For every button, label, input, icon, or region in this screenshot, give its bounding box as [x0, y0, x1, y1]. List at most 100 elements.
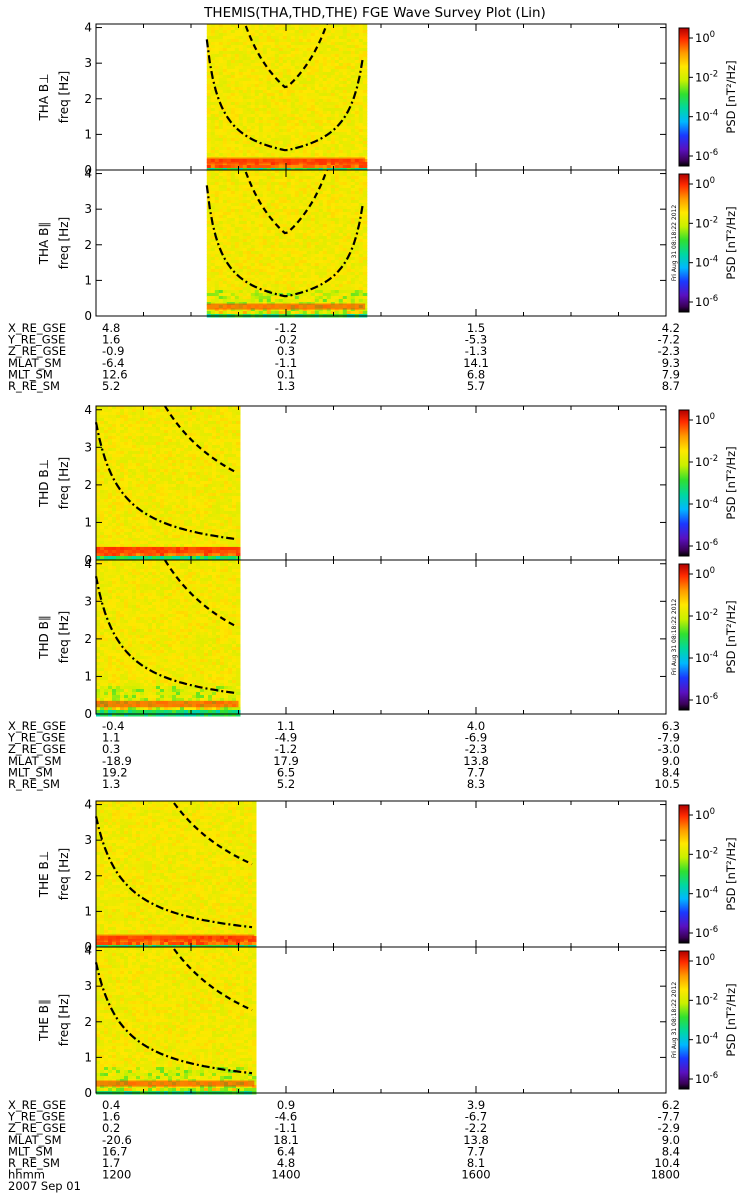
ephemeris-value: -5.3: [465, 333, 487, 347]
colorbar-tick-label: 100: [695, 566, 715, 581]
low-freq-band: [96, 934, 255, 941]
guide-curve-dashdot: [94, 962, 253, 1075]
ephemeris-value: 7.7: [467, 1144, 485, 1158]
ephemeris-value: 1.3: [102, 777, 120, 791]
ephemeris-value: -1.2: [275, 321, 297, 335]
y-tick-label: 0: [84, 940, 92, 954]
panel-thd-0: 0 1 2 3 4 THD B⊥ freq [Hz] 100 10-2 10-4 10-6 PSD […: [37, 403, 738, 567]
ephemeris-value: 4.0: [467, 719, 485, 733]
ephemeris-table: X_RE_GSE 0.4 0.9 3.9 6.2Y_RE_GSE 1.6 -4.6 -6.7-…: [7, 1098, 680, 1193]
colorbar-tick-label: 10-2: [695, 69, 718, 84]
y-tick-label: 2: [84, 869, 92, 883]
ephemeris-table: X_RE_GSE 4.8 -1.2 1.5 4.2 Y_RE_GSE 1.6 -0.2 -5.3…: [7, 321, 680, 393]
ephemeris-label: X_RE_GSE: [8, 321, 66, 335]
y-tick-label: 2: [84, 1015, 92, 1029]
colorbar-scale: [678, 173, 690, 313]
chart-tha: 0 1 2 3 4 THA B⊥ freq [Hz] 100 10-2 10-4 10-6 PSD […: [7, 21, 738, 393]
ephemeris-value: -0.4: [102, 719, 124, 733]
ephemeris-value: 5.7: [467, 379, 485, 393]
ephemeris-value: 4.8: [102, 321, 120, 335]
ephemeris-value: -2.9: [658, 1121, 680, 1135]
colorbar: 100 10-2 10-4 10-6 PSD [nT²/Hz]: [678, 563, 738, 711]
panel-tha-0: 0 1 2 3 4 THA B⊥ freq [Hz] 100 10-2 10-4 10-6 PSD […: [37, 21, 738, 177]
ephemeris-label: Z_RE_GSE: [8, 1121, 66, 1135]
ephemeris-label: Y_RE_GSE: [7, 731, 65, 745]
ephemeris-value: 1600: [461, 1168, 490, 1182]
ephemeris-value: -6.9: [465, 731, 487, 745]
ephemeris-value: 7.7: [467, 765, 485, 779]
low-freq-band: [96, 700, 239, 708]
y-axis-label: freq [Hz]: [57, 611, 71, 663]
y-tick-label: 4: [84, 944, 92, 958]
ephemeris-value: -2.2: [465, 1121, 487, 1135]
ephemeris-value: 17.9: [273, 754, 299, 768]
ephemeris-value: 9.3: [662, 356, 680, 370]
ephemeris-value: 3.9: [467, 1098, 485, 1112]
guide-curve-dashdot: [94, 422, 238, 541]
y-tick-label: 2: [84, 92, 92, 106]
colorbar: 100 10-2 10-4 10-6 PSD [nT²/Hz]: [678, 950, 738, 1090]
ephemeris-table: X_RE_GSE -0.4 1.1 4.0 6.3Y_RE_GSE 1.1 -4.9 -6.9…: [7, 719, 680, 791]
ephemeris-label: MLT_SM: [8, 1144, 53, 1158]
ephemeris-value: 10.4: [654, 1156, 680, 1170]
colorbar-scale: [678, 27, 690, 167]
ephemeris-value: -4.6: [275, 1110, 297, 1124]
guide-curve-dashed: [244, 169, 328, 235]
ephemeris-value: 0.4: [102, 1098, 120, 1112]
guide-curve-dashed: [173, 802, 253, 866]
ephemeris-value: 1.6: [102, 1110, 120, 1124]
colorbar-tick-label: 10-2: [695, 454, 718, 469]
colorbar-tick-label: 10-4: [695, 886, 718, 901]
ephemeris-label: MLT_SM: [8, 367, 53, 381]
ephemeris-value: -7.9: [658, 731, 680, 745]
ephemeris-value: 0.9: [277, 1098, 295, 1112]
panel-the-1: 0 1 2 3 4 THE B∥ freq [Hz] 100 10-2 10-4 10-6 PSD […: [37, 944, 738, 1100]
ephemeris-value: 1800: [651, 1168, 680, 1182]
low-freq-band: [96, 1080, 255, 1087]
low-freq-band: [96, 546, 239, 554]
chart-the: 0 1 2 3 4 THE B⊥ freq [Hz] 100 10-2 10-4 10-6 PSD […: [7, 798, 738, 1194]
colorbar-scale: [678, 563, 690, 711]
probe-label: THD B⊥: [37, 459, 51, 508]
ephemeris-value: 0.2: [102, 1121, 120, 1135]
colorbar-tick-label: 10-6: [695, 294, 718, 309]
date-label: 2007 Sep 01: [8, 1179, 81, 1193]
ephemeris-value: -0.9: [102, 344, 124, 358]
ephemeris-value: -7.7: [658, 1110, 680, 1124]
colorbar-label: PSD [nT²/Hz]: [724, 60, 738, 133]
colorbar-label: PSD [nT²/Hz]: [724, 600, 738, 673]
ephemeris-value: 7.9: [662, 367, 680, 381]
y-axis-label: freq [Hz]: [57, 71, 71, 123]
y-tick-label: 4: [84, 21, 92, 35]
ephemeris-value: -7.2: [658, 333, 680, 347]
ephemeris-label: Y_RE_GSE: [7, 333, 65, 347]
ephemeris-value: 6.5: [277, 765, 295, 779]
y-tick-label: 0: [84, 1086, 92, 1100]
ephemeris-value: -1.3: [465, 344, 487, 358]
ephemeris-value: -2.3: [465, 742, 487, 756]
y-tick-label: 0: [84, 707, 92, 721]
ephemeris-label: Z_RE_GSE: [8, 742, 66, 756]
guide-curve-dashdot: [94, 576, 238, 695]
colorbar-tick-label: 10-6: [695, 148, 718, 163]
guide-curve-dashed: [164, 559, 238, 628]
spectrogram: [206, 24, 368, 172]
ephemeris-value: -0.2: [275, 333, 297, 347]
ephemeris-label: X_RE_GSE: [8, 719, 66, 733]
panel-frame: [95, 23, 667, 171]
ephemeris-label: Z_RE_GSE: [8, 344, 66, 358]
ephemeris-label: hhmm: [8, 1168, 45, 1182]
ephemeris-value: 6.4: [277, 1144, 295, 1158]
ephemeris-label: MLAT_SM: [8, 1133, 62, 1147]
colorbar-tick-label: 10-4: [695, 255, 718, 270]
colorbar-tick-label: 10-4: [695, 1032, 718, 1047]
ephemeris-label: Y_RE_GSE: [7, 1110, 65, 1124]
ephemeris-value: 1.1: [277, 719, 295, 733]
ephemeris-value: 14.1: [463, 356, 489, 370]
ephemeris-value: 1.7: [102, 1156, 120, 1170]
y-axis-label: freq [Hz]: [57, 848, 71, 900]
y-tick-label: 1: [84, 273, 92, 287]
colorbar-tick-label: 100: [695, 412, 715, 427]
probe-label: THA B⊥: [37, 73, 51, 121]
